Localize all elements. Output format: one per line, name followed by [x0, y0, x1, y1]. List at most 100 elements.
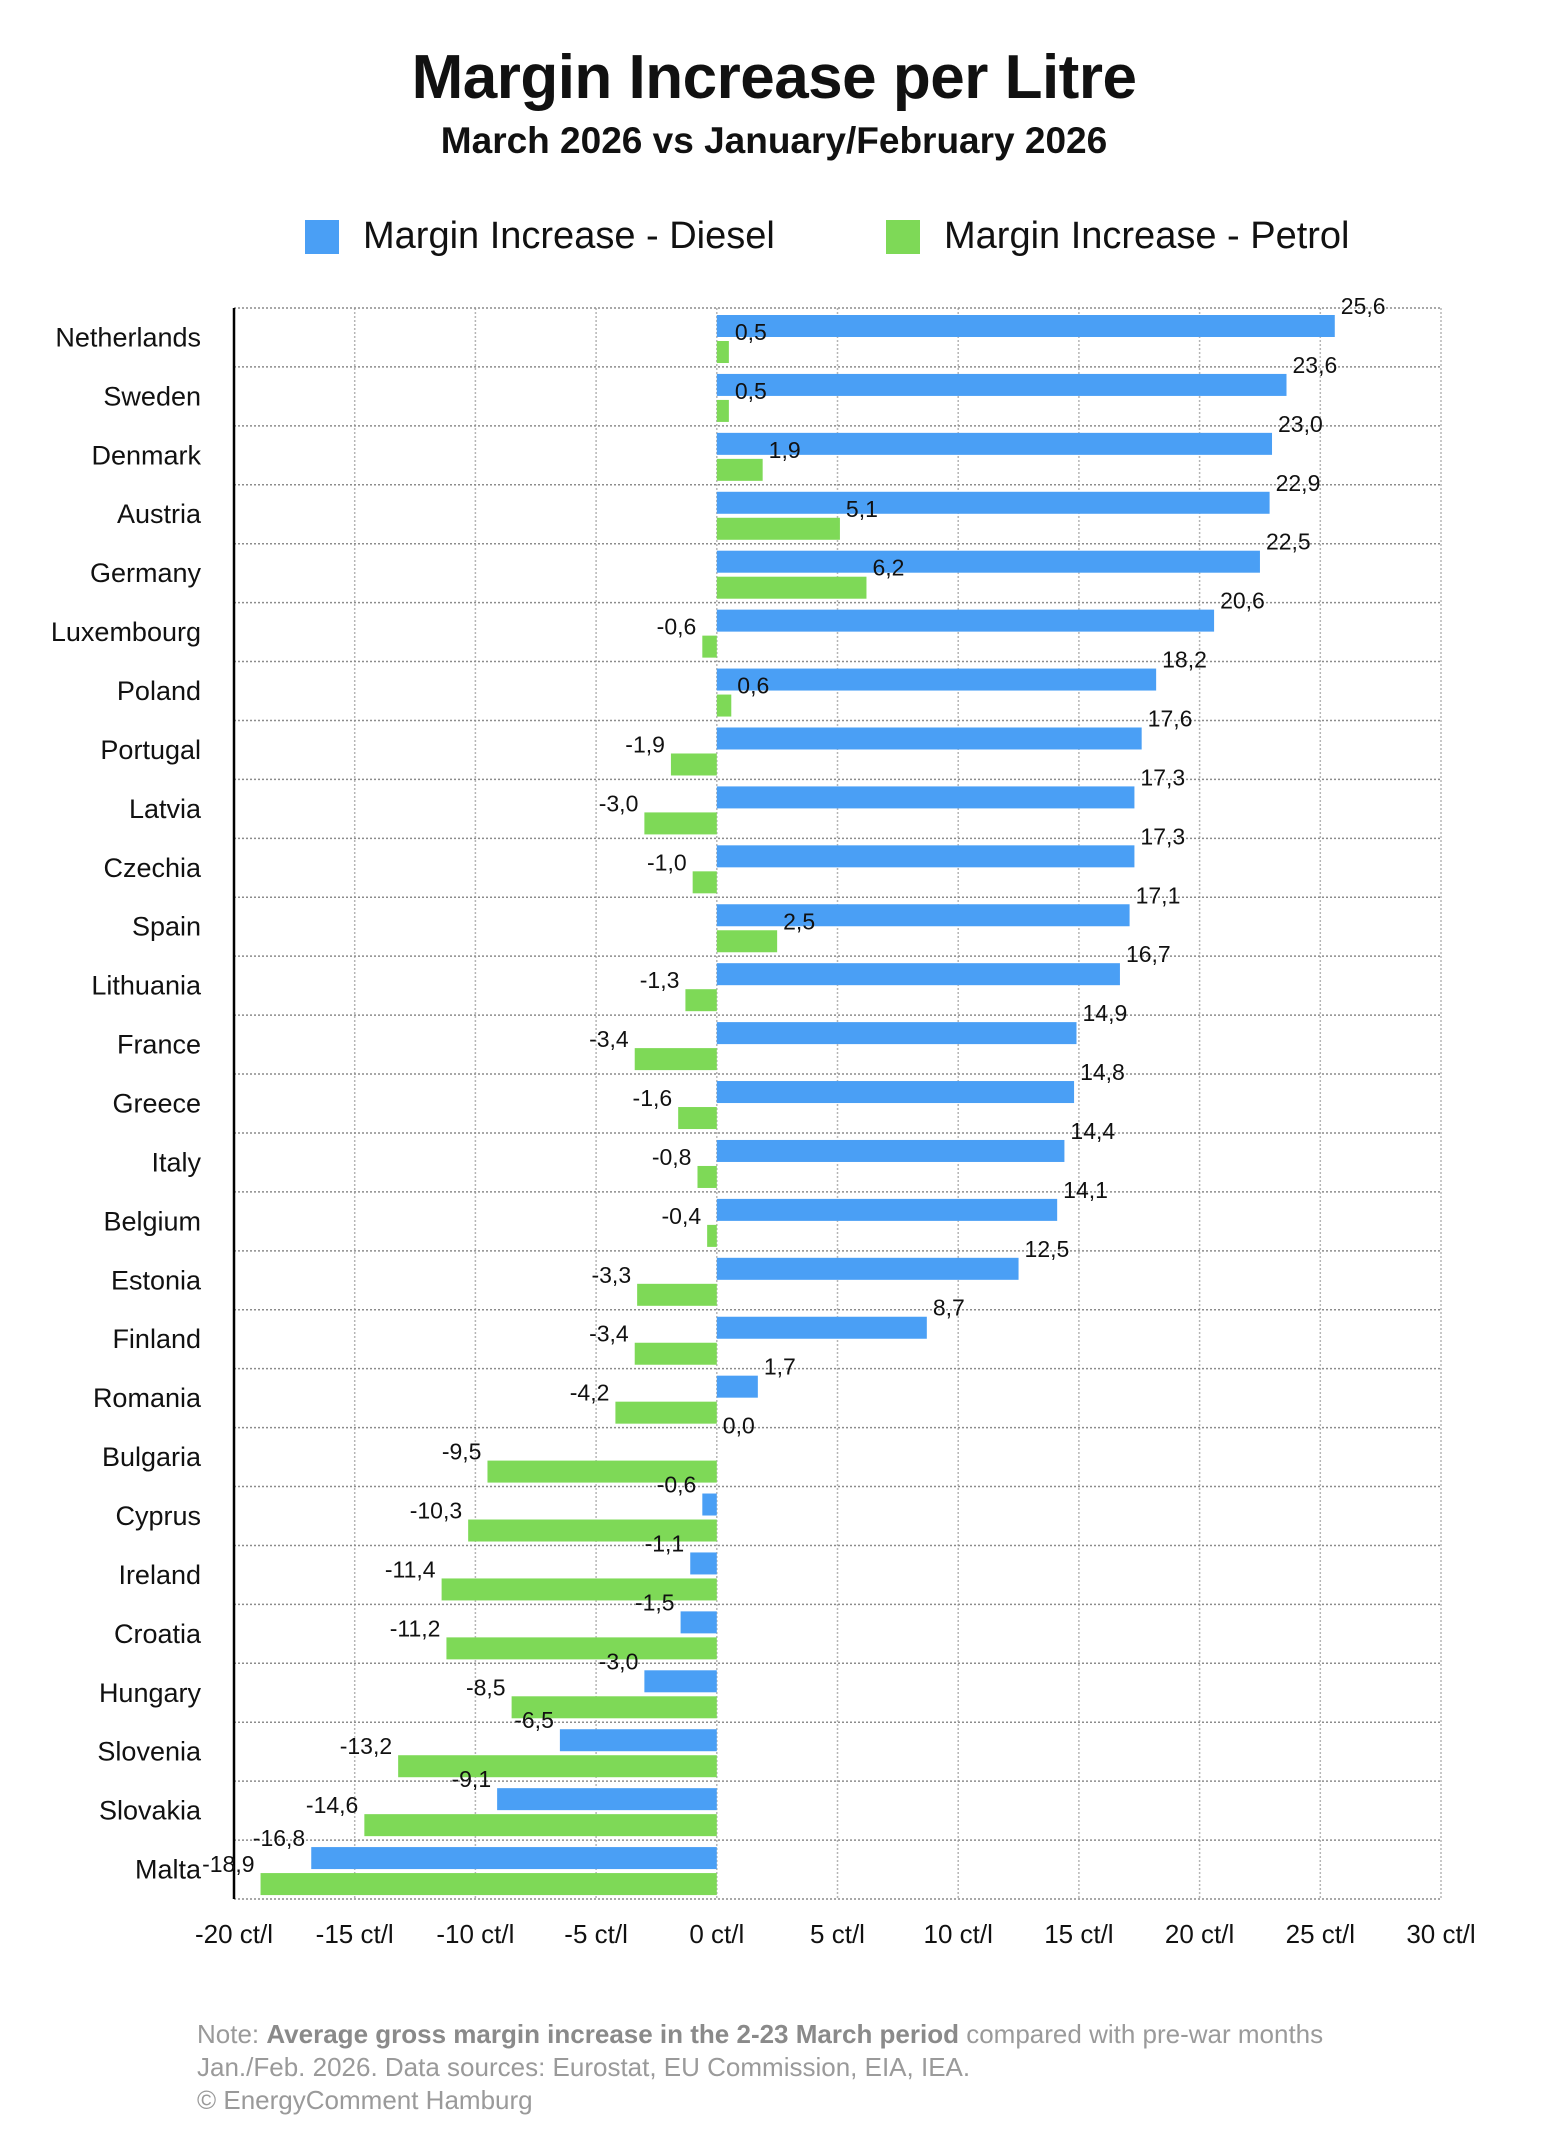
data-label-diesel-4: 22,5 [1266, 529, 1311, 555]
chart-legend: Margin Increase - Diesel Margin Increase… [0, 215, 1548, 265]
bar-diesel-12 [716, 1022, 1077, 1045]
bar-diesel-25 [497, 1788, 717, 1811]
bar-diesel-9 [716, 845, 1135, 868]
data-label-petrol-26: -18,9 [202, 1851, 254, 1877]
category-label-8: Latvia [129, 794, 202, 824]
bar-petrol-17 [634, 1342, 717, 1365]
bar-petrol-11 [685, 989, 717, 1012]
bar-petrol-14 [697, 1165, 717, 1188]
bar-petrol-1 [716, 399, 729, 422]
category-label-14: Italy [151, 1147, 201, 1177]
bar-diesel-21 [690, 1552, 717, 1575]
data-label-diesel-25: -9,1 [451, 1766, 491, 1792]
data-label-diesel-7: 17,6 [1148, 705, 1193, 731]
legend-swatch-petrol [886, 219, 920, 254]
category-label-17: Finland [112, 1324, 201, 1354]
category-label-18: Romania [93, 1383, 202, 1413]
x-tick-label-8: 20 ct/l [1165, 1919, 1234, 1949]
legend-item-diesel: Margin Increase - Diesel [305, 215, 775, 258]
category-label-20: Cyprus [115, 1501, 201, 1531]
data-label-petrol-23: -8,5 [466, 1674, 506, 1700]
bar-petrol-18 [615, 1401, 717, 1424]
bar-diesel-14 [716, 1139, 1065, 1162]
legend-item-petrol: Margin Increase - Petrol [886, 215, 1350, 258]
bar-diesel-5 [716, 609, 1215, 632]
data-label-petrol-10: 2,5 [783, 908, 815, 934]
bar-diesel-4 [716, 550, 1260, 573]
chart-subtitle: March 2026 vs January/February 2026 [440, 120, 1108, 161]
data-label-diesel-13: 14,8 [1080, 1059, 1125, 1085]
category-label-1: Sweden [103, 381, 201, 411]
category-label-10: Spain [132, 912, 201, 942]
data-label-petrol-12: -3,4 [589, 1026, 629, 1052]
bar-diesel-6 [716, 668, 1157, 691]
bar-diesel-16 [716, 1257, 1019, 1280]
x-tick-label-5: 5 ct/l [810, 1919, 865, 1949]
data-label-petrol-20: -10,3 [410, 1498, 462, 1524]
data-label-petrol-7: -1,9 [625, 731, 665, 757]
category-label-11: Lithuania [91, 971, 202, 1001]
bar-petrol-6 [716, 694, 732, 717]
data-label-diesel-10: 17,1 [1136, 882, 1181, 908]
category-label-19: Bulgaria [102, 1442, 202, 1472]
data-label-diesel-9: 17,3 [1140, 823, 1185, 849]
category-label-15: Belgium [103, 1206, 201, 1236]
bar-petrol-7 [670, 753, 717, 776]
bar-petrol-5 [702, 635, 717, 658]
x-tick-label-0: -20 ct/l [195, 1919, 273, 1949]
data-label-diesel-20: -0,6 [657, 1472, 697, 1498]
data-label-diesel-17: 8,7 [933, 1295, 965, 1321]
bar-petrol-12 [634, 1048, 717, 1071]
data-label-petrol-11: -1,3 [640, 967, 680, 993]
data-label-petrol-15: -0,4 [662, 1203, 702, 1229]
bar-diesel-2 [716, 432, 1273, 455]
data-label-petrol-5: -0,6 [657, 614, 697, 640]
category-label-3: Austria [117, 499, 202, 529]
chart-title: Margin Increase per Litre [411, 43, 1137, 112]
category-label-26: Malta [135, 1855, 202, 1885]
data-label-petrol-24: -13,2 [340, 1733, 392, 1759]
data-label-petrol-2: 1,9 [769, 437, 801, 463]
bar-diesel-13 [716, 1081, 1075, 1104]
bar-diesel-20 [702, 1493, 717, 1516]
bar-petrol-13 [678, 1107, 717, 1130]
x-tick-label-3: -5 ct/l [564, 1919, 628, 1949]
bar-petrol-20 [468, 1519, 717, 1542]
data-label-diesel-15: 14,1 [1063, 1177, 1108, 1203]
bar-diesel-3 [716, 491, 1270, 514]
data-label-diesel-26: -16,8 [253, 1825, 305, 1851]
x-tick-label-6: 10 ct/l [924, 1919, 993, 1949]
category-label-7: Portugal [100, 735, 201, 765]
x-tick-label-10: 30 ct/l [1406, 1919, 1475, 1949]
data-label-petrol-6: 0,6 [737, 673, 769, 699]
data-label-diesel-18: 1,7 [764, 1354, 796, 1380]
data-label-diesel-12: 14,9 [1082, 1000, 1127, 1026]
data-label-diesel-2: 23,0 [1278, 411, 1323, 437]
data-label-petrol-16: -3,3 [591, 1262, 631, 1288]
bar-petrol-16 [637, 1283, 717, 1306]
x-tick-label-4: 0 ct/l [689, 1919, 744, 1949]
bar-petrol-19 [487, 1460, 717, 1483]
data-label-diesel-6: 18,2 [1162, 647, 1207, 673]
category-label-25: Slovakia [99, 1796, 202, 1826]
bar-petrol-25 [364, 1814, 717, 1837]
data-label-petrol-19: -9,5 [442, 1439, 482, 1465]
data-label-diesel-14: 14,4 [1070, 1118, 1115, 1144]
bar-petrol-15 [707, 1224, 717, 1247]
bar-diesel-17 [716, 1316, 927, 1339]
data-label-diesel-3: 22,9 [1276, 470, 1321, 496]
bar-petrol-26 [260, 1873, 717, 1896]
legend-swatch-diesel [305, 219, 339, 254]
data-label-diesel-22: -1,5 [635, 1589, 675, 1615]
x-tick-label-1: -15 ct/l [316, 1919, 394, 1949]
bar-diesel-23 [644, 1670, 717, 1693]
note-line1-rest: compared with pre-war months [959, 2019, 1324, 2049]
note-line2: Jan./Feb. 2026. Data sources: Eurostat, … [197, 2052, 971, 2082]
data-label-petrol-18: -4,2 [570, 1380, 610, 1406]
bar-petrol-0 [716, 341, 729, 363]
data-label-diesel-0: 25,6 [1341, 293, 1386, 319]
category-label-12: France [117, 1030, 201, 1060]
data-label-petrol-1: 0,5 [735, 378, 767, 404]
category-label-23: Hungary [99, 1678, 202, 1708]
